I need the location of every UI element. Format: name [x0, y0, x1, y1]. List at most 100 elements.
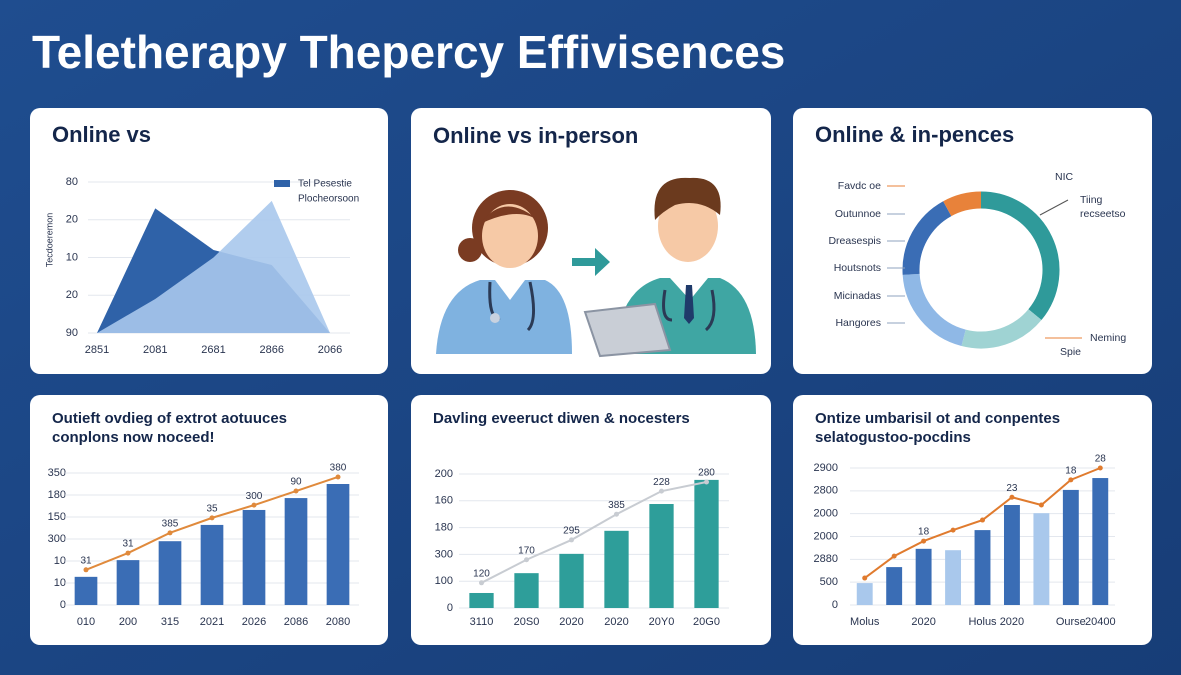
line-point — [980, 517, 985, 523]
line-point — [251, 502, 257, 508]
y-tick-label: 350 — [48, 467, 66, 479]
y-tick-label: 500 — [820, 576, 838, 588]
bar — [116, 560, 140, 605]
point-label: 31 — [122, 539, 134, 550]
x-tick-label: 20Y0 — [649, 616, 675, 628]
point-label: 31 — [80, 555, 92, 566]
bar — [242, 509, 266, 605]
line-point — [167, 530, 173, 536]
y-tick-label: 180 — [48, 489, 66, 501]
x-tick-label: Ourse — [1056, 616, 1086, 628]
x-tick-label: 2020 — [604, 616, 628, 628]
line-point — [921, 538, 927, 544]
y-tick-label: 90 — [66, 327, 78, 339]
y-tick-label: 20 — [66, 289, 78, 301]
panel-title: Ontize umbarisil ot and conpentes — [815, 410, 1060, 427]
point-label: 280 — [698, 468, 715, 479]
point-label: 228 — [653, 477, 670, 488]
x-tick-label: 2066 — [318, 344, 342, 356]
donut-segment — [902, 273, 967, 347]
y-tick-label: 10 — [54, 555, 66, 567]
x-tick-label: 2020 — [559, 616, 583, 628]
line-point — [614, 511, 619, 517]
line-point — [862, 575, 868, 581]
panel-title: Davling eveeruct diwen & nocesters — [433, 410, 690, 427]
bar — [284, 498, 308, 605]
x-tick-label: 3110 — [470, 616, 494, 628]
y-tick-label: 0 — [60, 599, 66, 611]
bar — [945, 550, 962, 605]
bar — [649, 504, 674, 608]
point-label: 18 — [918, 527, 930, 538]
y-tick-label: 2800 — [814, 485, 838, 497]
donut-label: Outunnoe — [835, 208, 881, 220]
bar — [886, 567, 903, 605]
y-tick-label: 160 — [435, 495, 453, 507]
donut-label: Spie — [1060, 346, 1081, 358]
leader-line — [1039, 199, 1069, 216]
bar — [1092, 478, 1109, 605]
x-tick-label: 2866 — [260, 344, 284, 356]
line-point — [891, 553, 897, 559]
x-tick-label: 20G0 — [693, 616, 720, 628]
bar — [326, 484, 350, 605]
line-point — [1038, 502, 1044, 508]
y-tick-label: 300 — [435, 548, 453, 560]
y-tick-label: 10 — [66, 251, 78, 263]
bar — [559, 553, 584, 608]
point-label: 385 — [162, 518, 179, 529]
line-point — [209, 515, 215, 521]
point-label: 28 — [1095, 454, 1107, 465]
y-axis-label: Tecdoeremon — [44, 213, 54, 268]
panel-title: Online & in-pences — [815, 122, 1014, 147]
y-tick-label: 0 — [447, 602, 453, 614]
y-tick-label: 10 — [54, 577, 66, 589]
panel-title: Online vs in-person — [433, 123, 638, 148]
line-point — [125, 550, 131, 556]
line-point — [1097, 465, 1103, 471]
point-label: 35 — [206, 504, 218, 515]
bar — [974, 530, 991, 605]
legend-label: Tel Pesestie — [298, 179, 352, 190]
x-tick-label: Holus — [968, 616, 997, 628]
point-label: 90 — [290, 477, 302, 488]
point-label: 18 — [1065, 466, 1077, 477]
x-tick-label: 2681 — [201, 344, 225, 356]
area — [97, 200, 330, 333]
x-tick-label: Molus — [850, 616, 880, 628]
x-tick-label: 20400 — [1085, 616, 1116, 628]
line-point — [335, 474, 341, 480]
x-tick-label: 2851 — [85, 344, 109, 356]
y-tick-label: 2900 — [814, 462, 838, 474]
line-point — [293, 488, 299, 494]
x-tick-label: 2081 — [143, 344, 167, 356]
x-tick-label: 315 — [161, 616, 179, 628]
panel-title: selatogustoo-pocdins — [815, 429, 971, 446]
y-tick-label: 2880 — [814, 553, 838, 565]
donut-segment — [961, 308, 1042, 349]
legend-label: Plocheorsoon — [298, 194, 359, 205]
bar — [856, 583, 873, 605]
x-tick-label: 20S0 — [514, 616, 540, 628]
legend-swatch — [274, 180, 290, 187]
donut-segment — [902, 201, 952, 275]
point-label: 295 — [563, 526, 580, 537]
bar — [74, 576, 98, 605]
donut-segment — [980, 191, 1060, 321]
y-tick-label: 100 — [435, 575, 453, 587]
bar — [915, 548, 932, 605]
panel-title: Online vs — [52, 122, 151, 147]
donut-label: recseetso — [1080, 208, 1126, 220]
donut-label: NIC — [1055, 171, 1074, 183]
donut-label: Tiing — [1080, 194, 1103, 206]
donut-label: Hangores — [835, 317, 881, 329]
x-tick-label: 2080 — [326, 616, 350, 628]
point-label: 300 — [246, 491, 263, 502]
donut-label: Dreasespis — [828, 235, 881, 247]
y-tick-label: 2000 — [814, 508, 838, 520]
line-point — [83, 567, 89, 573]
page-title: Teletherapy Thepercy Effivisences — [32, 26, 785, 78]
line-point — [479, 580, 484, 586]
